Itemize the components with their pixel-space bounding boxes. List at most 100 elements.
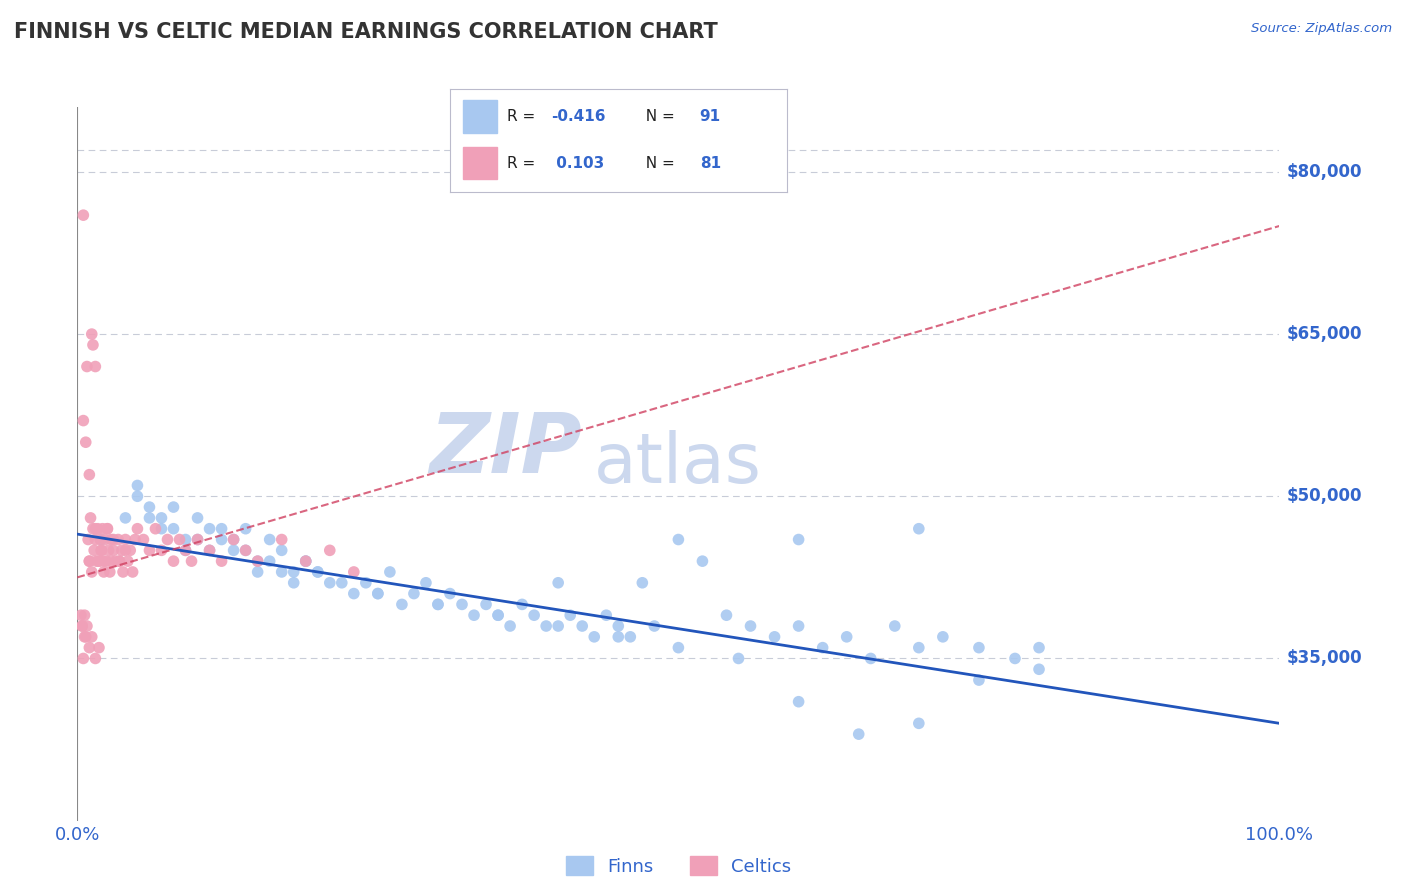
Point <box>82 338 104 352</box>
Point <box>367 586 389 600</box>
Point <box>93 554 115 568</box>
Point <box>486 608 509 623</box>
Point <box>211 554 233 568</box>
Point <box>84 359 107 374</box>
Point <box>72 208 94 222</box>
Point <box>1004 651 1026 665</box>
Point <box>114 533 136 547</box>
Point <box>211 533 233 547</box>
Point <box>108 554 131 568</box>
Point <box>186 533 209 547</box>
Point <box>111 543 134 558</box>
Point <box>631 575 654 590</box>
Point <box>186 511 209 525</box>
Point <box>1028 640 1050 655</box>
Point <box>595 608 617 623</box>
Point <box>87 522 110 536</box>
Point <box>246 554 269 568</box>
Point <box>108 554 131 568</box>
FancyBboxPatch shape <box>464 146 498 179</box>
Point <box>82 522 104 536</box>
Point <box>84 522 107 536</box>
Point <box>246 565 269 579</box>
Point <box>307 565 329 579</box>
Point <box>127 478 149 492</box>
Point <box>75 630 97 644</box>
Point <box>89 533 111 547</box>
Point <box>908 522 931 536</box>
Point <box>967 673 990 687</box>
Point <box>499 619 522 633</box>
Point <box>787 695 810 709</box>
Point <box>835 630 858 644</box>
Point <box>72 414 94 428</box>
Text: $65,000: $65,000 <box>1286 325 1362 343</box>
Point <box>787 619 810 633</box>
Point <box>534 619 557 633</box>
Point <box>87 554 110 568</box>
Point <box>235 543 257 558</box>
Point <box>91 522 114 536</box>
Point <box>104 554 127 568</box>
Point <box>475 598 498 612</box>
Point <box>162 554 184 568</box>
Point <box>259 533 281 547</box>
Point <box>294 554 316 568</box>
Point <box>763 630 786 644</box>
Point <box>174 543 197 558</box>
Point <box>367 586 389 600</box>
Point <box>77 533 100 547</box>
Point <box>90 543 112 558</box>
Point <box>415 575 437 590</box>
Point <box>859 651 882 665</box>
Point <box>138 543 160 558</box>
Point <box>117 554 139 568</box>
Point <box>169 533 191 547</box>
Text: atlas: atlas <box>595 430 762 498</box>
Point <box>319 543 342 558</box>
Point <box>932 630 955 644</box>
Text: N =: N = <box>636 155 679 170</box>
Point <box>83 543 105 558</box>
Point <box>124 533 146 547</box>
Text: 81: 81 <box>700 155 721 170</box>
Point <box>97 543 120 558</box>
Text: ZIP: ZIP <box>430 409 582 490</box>
Point <box>127 522 149 536</box>
Point <box>740 619 762 633</box>
Point <box>270 543 292 558</box>
Point <box>908 640 931 655</box>
Point <box>80 630 103 644</box>
Point <box>270 533 292 547</box>
Point <box>84 533 107 547</box>
Point <box>103 533 125 547</box>
Point <box>127 489 149 503</box>
Point <box>354 575 377 590</box>
Point <box>79 554 101 568</box>
Point <box>571 619 593 633</box>
Point <box>222 543 245 558</box>
Point <box>307 565 329 579</box>
Point <box>583 630 606 644</box>
Text: N =: N = <box>636 110 679 124</box>
Point <box>222 533 245 547</box>
Text: $50,000: $50,000 <box>1286 487 1362 505</box>
Point <box>198 543 221 558</box>
Text: R =: R = <box>508 110 540 124</box>
Point <box>222 533 245 547</box>
Point <box>70 608 93 623</box>
Point <box>186 533 209 547</box>
Point <box>80 327 103 342</box>
Point <box>73 608 96 623</box>
Point <box>607 619 630 633</box>
Point <box>174 543 197 558</box>
Point <box>180 554 202 568</box>
Point <box>463 608 485 623</box>
Point <box>76 359 98 374</box>
Point <box>174 533 197 547</box>
Point <box>138 500 160 514</box>
Point <box>510 598 533 612</box>
Point <box>100 533 122 547</box>
Text: 91: 91 <box>700 110 721 124</box>
Point <box>84 651 107 665</box>
